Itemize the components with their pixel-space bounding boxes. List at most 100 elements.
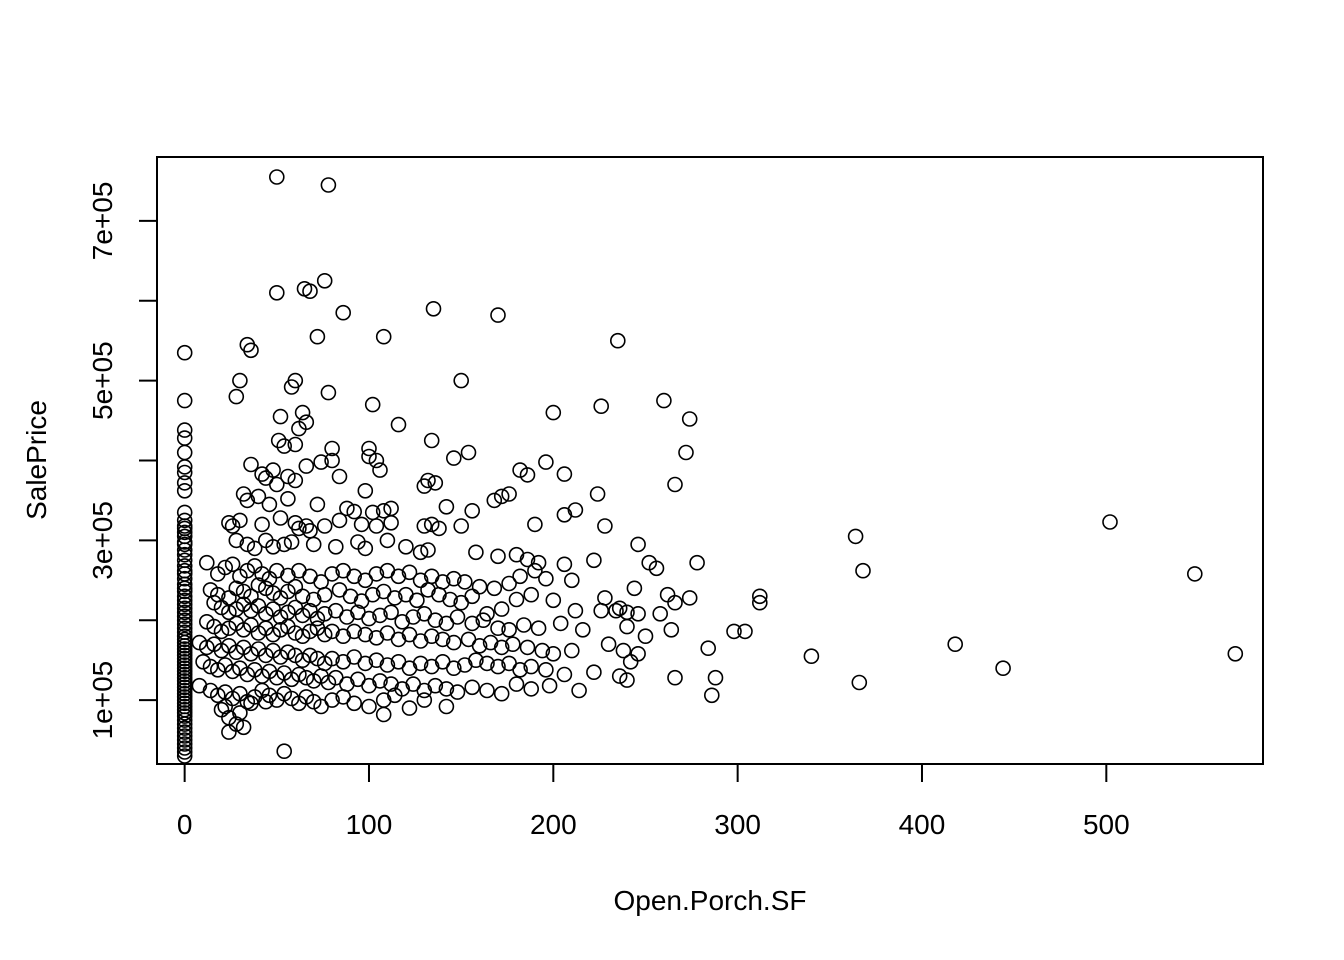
data-point <box>176 592 193 609</box>
data-point <box>316 518 333 534</box>
data-point <box>468 652 484 669</box>
data-point <box>276 536 293 553</box>
y-tick-label: 7e+05 <box>87 182 118 261</box>
data-point <box>176 596 193 613</box>
data-point <box>556 556 573 573</box>
data-point <box>586 664 602 681</box>
data-point <box>538 454 554 470</box>
data-point <box>176 736 193 752</box>
data-point <box>176 600 193 617</box>
data-point <box>449 684 466 700</box>
data-point <box>176 546 193 563</box>
data-point <box>504 636 521 653</box>
x-tick-label: 0 <box>177 809 193 840</box>
data-point <box>309 328 326 345</box>
data-point <box>213 623 230 640</box>
data-point <box>202 658 219 675</box>
data-point <box>176 504 193 521</box>
data-point <box>630 605 646 622</box>
data-point <box>313 454 329 470</box>
data-point <box>615 642 632 659</box>
x-axis: 0 100 200 300 400 500 <box>177 763 1130 840</box>
data-point <box>176 604 193 621</box>
data-point <box>302 283 318 300</box>
data-point <box>423 628 440 645</box>
x-tick-label: 200 <box>530 809 577 840</box>
data-point <box>552 615 569 632</box>
data-point <box>250 577 267 593</box>
data-point <box>331 468 348 485</box>
data-point <box>339 609 355 625</box>
data-point <box>257 693 274 710</box>
data-point <box>320 384 337 401</box>
data-point <box>622 653 639 670</box>
data-point <box>386 687 403 704</box>
data-point <box>438 698 455 715</box>
data-point <box>298 669 315 686</box>
data-point <box>486 492 503 509</box>
data-point <box>357 540 374 557</box>
data-point <box>538 570 554 587</box>
data-point <box>232 372 248 389</box>
data-point <box>703 687 720 704</box>
data-point <box>508 676 525 692</box>
data-point <box>995 660 1011 677</box>
data-point <box>379 657 396 673</box>
data-point <box>445 570 462 587</box>
data-point <box>368 452 385 469</box>
data-point <box>276 743 293 760</box>
data-point <box>327 538 344 555</box>
data-point <box>346 695 363 712</box>
data-point <box>176 612 193 629</box>
data-point <box>656 392 672 409</box>
data-point <box>176 430 193 446</box>
data-point <box>176 712 193 728</box>
data-point <box>619 672 635 688</box>
data-point <box>515 617 532 633</box>
data-point <box>1187 566 1203 582</box>
data-point <box>265 538 281 555</box>
data-point <box>427 612 444 629</box>
data-point <box>316 605 333 622</box>
data-point <box>346 568 363 585</box>
data-point <box>648 560 665 577</box>
data-point <box>847 528 864 545</box>
data-point <box>221 604 237 621</box>
data-point <box>176 422 193 438</box>
data-point <box>449 609 466 625</box>
data-point <box>268 284 285 301</box>
data-point <box>1102 514 1118 530</box>
data-point <box>519 551 536 568</box>
data-point <box>453 518 470 534</box>
data-point <box>287 436 304 453</box>
data-point <box>425 300 442 317</box>
data-point <box>493 601 510 617</box>
y-tick-label: 1e+05 <box>87 661 118 740</box>
data-point <box>453 372 470 389</box>
data-point <box>224 663 241 680</box>
data-point <box>490 658 506 675</box>
x-tick-label: 100 <box>346 809 393 840</box>
data-point <box>383 604 399 621</box>
data-point <box>556 506 573 523</box>
data-point <box>346 503 363 520</box>
data-point <box>176 740 193 756</box>
data-point <box>386 590 403 606</box>
data-point <box>608 602 624 619</box>
data-point <box>361 698 377 715</box>
data-point <box>427 677 444 694</box>
data-point <box>176 444 193 461</box>
x-tick-label: 500 <box>1083 809 1130 840</box>
data-point <box>368 566 385 582</box>
data-point <box>176 570 193 587</box>
data-point <box>368 518 385 534</box>
data-point <box>667 476 683 493</box>
data-point <box>523 681 540 697</box>
data-point <box>471 578 488 595</box>
data-point <box>530 620 547 637</box>
data-point <box>737 623 753 640</box>
data-point <box>246 540 263 557</box>
data-point <box>176 716 193 732</box>
data-point <box>298 518 315 534</box>
data-point <box>254 466 270 482</box>
